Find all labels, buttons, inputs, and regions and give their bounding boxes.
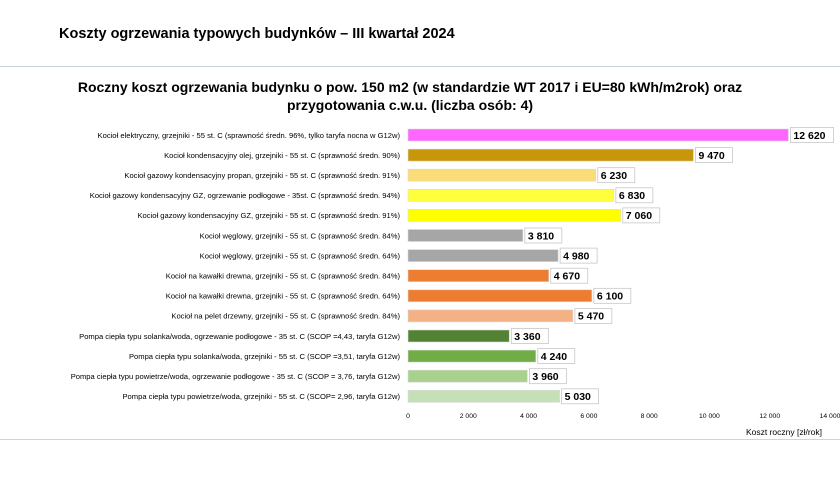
value-label: 9 470 <box>698 150 724 162</box>
bar <box>407 229 524 242</box>
x-tick-label: 12 000 <box>759 413 780 420</box>
value-label: 6 830 <box>619 190 645 202</box>
bar <box>407 349 537 363</box>
value-label: 6 230 <box>601 170 627 182</box>
category-label: Kocioł gazowy kondensacyjny GZ, ogrzewan… <box>90 191 401 200</box>
category-label: Kocioł węglowy, grzejniki - 55 st. C (sp… <box>200 231 401 240</box>
category-label: Kocioł kondensacyjny olej, grzejniki - 5… <box>164 151 400 160</box>
bar <box>407 209 622 222</box>
category-label: Kocioł na kawałki drewna, grzejniki - 55… <box>166 272 401 281</box>
bars <box>407 128 789 403</box>
value-label-box <box>510 328 549 344</box>
chart-title: Roczny koszt ogrzewania budynku o pow. 1… <box>77 79 743 113</box>
value-label: 3 360 <box>514 331 540 343</box>
value-label: 4 240 <box>541 351 567 363</box>
value-label: 5 030 <box>565 391 591 403</box>
value-label-box <box>695 147 733 163</box>
category-label: Kocioł gazowy kondensacyjny propan, grze… <box>124 171 400 180</box>
value-label: 12 620 <box>793 130 825 142</box>
value-label: 3 960 <box>532 371 558 383</box>
value-label-box <box>559 247 598 264</box>
bar <box>407 128 789 142</box>
x-tick-label: 4 000 <box>520 413 537 420</box>
value-label-box <box>790 127 834 143</box>
x-tick-label: 10 000 <box>699 413 720 420</box>
value-label-box <box>593 287 632 304</box>
value-label-box <box>529 368 567 385</box>
x-tick-label: 2 000 <box>460 413 477 420</box>
value-label-box <box>597 167 636 184</box>
value-labels: 12 620 9 470 6 230 6 830 7 060 3 810 4 980 4 67… <box>510 127 834 405</box>
category-label: Pompa ciepła typu powietrze/woda, ogrzew… <box>71 372 401 381</box>
value-label-box <box>561 388 599 405</box>
category-label: Kocioł węglowy, grzejniki - 55 st. C (sp… <box>200 251 401 260</box>
category-label: Kocioł na kawałki drewna, grzejniki - 55… <box>166 292 401 301</box>
category-label: Kocioł elektryczny, grzejniki - 55 st. C… <box>98 131 401 140</box>
x-axis-title: Koszt roczny [zł/rok] <box>746 427 822 437</box>
value-label: 3 810 <box>528 230 554 242</box>
bar <box>407 249 559 262</box>
bar <box>407 269 550 283</box>
x-tick-label: 0 <box>406 413 410 420</box>
category-label: Kocioł na pelet drzewny, grzejniki - 55 … <box>171 312 400 321</box>
slide-divider <box>0 66 840 67</box>
category-label: Pompa ciepła typu solanka/woda, ogrzewan… <box>79 332 400 341</box>
value-label-box <box>574 308 613 324</box>
category-label: Pompa ciepła typu powietrze/woda, grzejn… <box>122 392 400 401</box>
x-axis-ticks: 0 2 000 4 000 6 000 8 000 10 000 12 000 14 000 <box>406 413 840 420</box>
value-label-box <box>550 267 589 284</box>
bar <box>407 309 574 323</box>
x-tick-label: 14 000 <box>820 413 840 420</box>
value-label-box <box>615 187 654 204</box>
value-label: 7 060 <box>626 210 652 222</box>
value-label-box <box>622 207 661 224</box>
x-tick-label: 6 000 <box>580 413 597 420</box>
bar <box>407 148 694 162</box>
value-label: 4 980 <box>563 250 589 262</box>
bar <box>407 289 593 303</box>
value-label: 4 670 <box>554 271 580 283</box>
bar <box>407 369 528 383</box>
category-label: Kocioł gazowy kondensacyjny GZ, grzejnik… <box>137 211 400 220</box>
x-tick-label: 8 000 <box>641 413 658 420</box>
chart-frame-divider <box>0 439 840 440</box>
bar <box>407 389 560 403</box>
value-label: 6 100 <box>597 291 623 303</box>
slide-title: Koszty ogrzewania typowych budynków – II… <box>59 26 455 42</box>
category-labels: Kocioł elektryczny, grzejniki - 55 st. C… <box>71 131 401 401</box>
value-label: 5 470 <box>578 311 604 323</box>
category-label: Pompa ciepła typu solanka/woda, grzejnik… <box>129 352 401 361</box>
bar <box>407 329 510 343</box>
bar <box>407 168 597 182</box>
value-label-box <box>524 227 563 244</box>
value-label-box <box>537 348 576 364</box>
bar <box>407 189 615 202</box>
